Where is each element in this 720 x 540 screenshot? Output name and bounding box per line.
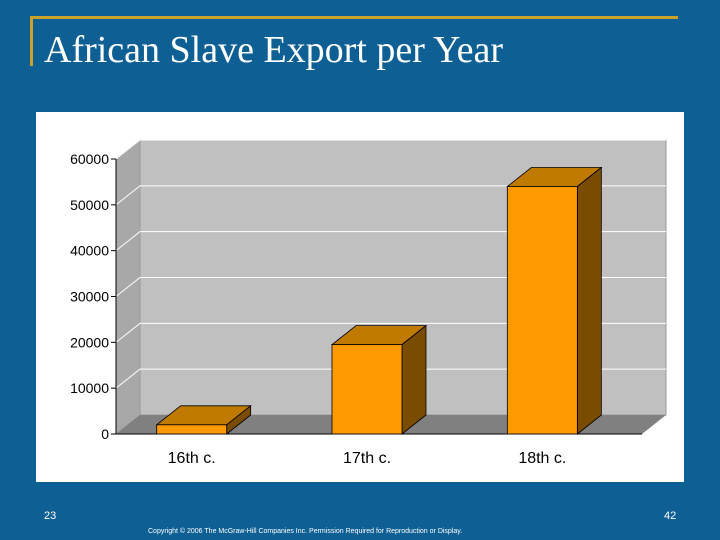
bar-chart: 0 10000 20000 30000 40000 50000 60000 16th c. 17…: [70, 138, 667, 467]
gridline: [115, 277, 666, 297]
x-tick-label: 16th c.: [168, 450, 216, 467]
slide-number-left: 23: [44, 510, 57, 522]
bar: [506, 186, 578, 435]
gridline: [115, 139, 666, 160]
y-tick-label: 50000: [70, 197, 109, 213]
gridline: [115, 231, 666, 252]
copyright-notice: Copyright © 2006 The McGraw-Hill Compani…: [148, 528, 463, 535]
y-tick-label: 40000: [70, 243, 109, 259]
gridline: [115, 322, 666, 343]
y-tick-label: 20000: [70, 334, 109, 350]
y-tick-label: 30000: [70, 289, 109, 305]
gridline: [115, 368, 666, 389]
bar-side: [576, 166, 602, 435]
gridline: [115, 185, 666, 206]
frame-left-line: [30, 16, 33, 66]
slide-title: African Slave Export per Year: [44, 29, 504, 71]
x-tick-label: 17th c.: [343, 450, 391, 467]
bar: [331, 344, 403, 435]
slide-number-right: 42: [664, 510, 677, 522]
frame-top-line: [30, 16, 678, 19]
y-tick-label: 10000: [70, 380, 109, 396]
y-tick-label: 0: [101, 426, 109, 442]
bar-side: [401, 324, 427, 435]
y-tick-label: 60000: [70, 151, 109, 167]
bar: [156, 424, 228, 435]
x-tick-label: 18th c.: [518, 450, 566, 467]
